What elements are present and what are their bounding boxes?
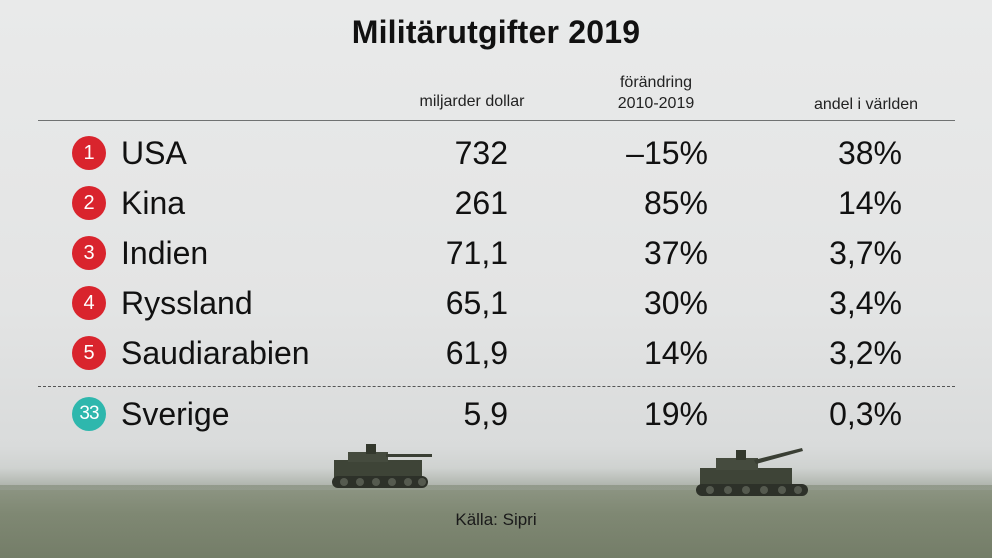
spend-value: 71,1 <box>445 235 508 271</box>
change-value: 85% <box>643 185 708 221</box>
table-row-sweden: 33 Sverige 5,9 19% 0,3% <box>0 391 992 437</box>
change-value: 14% <box>643 335 708 371</box>
source-note: Källa: Sipri <box>455 510 537 529</box>
country-label: Kina <box>121 185 186 221</box>
rank-badge: 2 <box>72 186 106 220</box>
change-value: –15% <box>626 135 708 171</box>
header-spend: miljarder dollar <box>419 93 525 110</box>
row-divider-dashed <box>38 386 955 387</box>
chart-title: Militärutgifter 2019 <box>351 14 641 50</box>
spend-value: 61,9 <box>445 335 508 371</box>
share-value: 0,3% <box>829 396 902 432</box>
country-label: Ryssland <box>121 285 253 321</box>
tank-left-image <box>332 444 432 488</box>
background-horizon <box>0 468 992 490</box>
table-row: 1 USA 732 –15% 38% <box>0 130 992 176</box>
tank-right-image <box>696 448 808 496</box>
spend-value: 5,9 <box>463 396 508 432</box>
table-row: 2 Kina 261 85% 14% <box>0 180 992 226</box>
country-label: Saudiarabien <box>121 335 310 371</box>
rank-badge: 3 <box>72 236 106 270</box>
change-value: 19% <box>643 396 708 432</box>
change-value: 30% <box>643 285 708 321</box>
rank-badge: 33 <box>72 397 106 431</box>
spend-value: 732 <box>454 135 508 171</box>
share-value: 38% <box>837 135 902 171</box>
table-row: 3 Indien 71,1 37% 3,7% <box>0 230 992 276</box>
rank-badge: 1 <box>72 136 106 170</box>
share-value: 14% <box>837 185 902 221</box>
header-change: förändring 2010-2019 <box>586 72 726 114</box>
rank-badge: 4 <box>72 286 106 320</box>
table-row: 4 Ryssland 65,1 30% 3,4% <box>0 280 992 326</box>
country-label: Sverige <box>121 396 230 432</box>
change-value: 37% <box>643 235 708 271</box>
share-value: 3,4% <box>829 285 902 321</box>
spend-value: 261 <box>454 185 508 221</box>
rank-badge: 5 <box>72 336 106 370</box>
header-change-line2: 2010-2019 <box>617 95 695 112</box>
spend-value: 65,1 <box>445 285 508 321</box>
background-field <box>0 485 992 558</box>
country-label: USA <box>121 135 187 171</box>
share-value: 3,7% <box>829 235 902 271</box>
header-change-line1: förändring <box>619 74 693 91</box>
table-row: 5 Saudiarabien 61,9 14% 3,2% <box>0 330 992 376</box>
country-label: Indien <box>121 235 209 271</box>
share-value: 3,2% <box>829 335 902 371</box>
header-divider <box>38 120 955 121</box>
header-share: andel i världen <box>813 96 919 113</box>
